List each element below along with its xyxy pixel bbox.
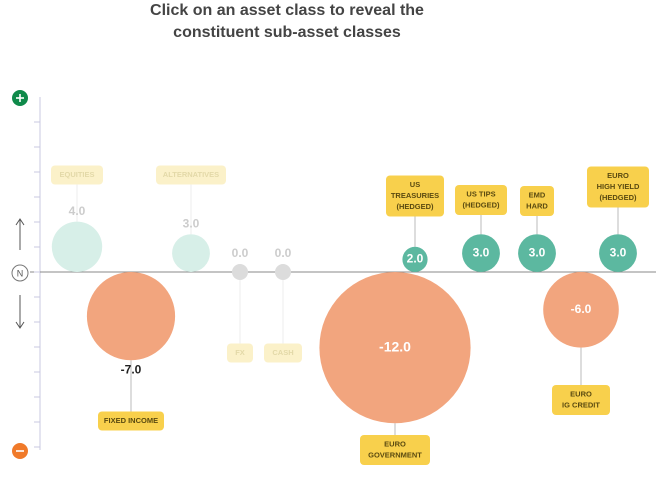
tag xyxy=(552,385,610,415)
tag-label: FIXED INCOME xyxy=(104,416,158,425)
up-arrow xyxy=(15,218,25,250)
title-line: Click on an asset class to reveal the xyxy=(150,2,424,19)
bubble[interactable] xyxy=(275,264,291,280)
tag[interactable] xyxy=(264,343,302,363)
tag-label: US xyxy=(410,180,420,189)
tag-label: US TIPS xyxy=(466,189,495,198)
tag-label: (HEDGED) xyxy=(599,193,637,202)
tag-label: EURO xyxy=(570,389,592,398)
tag[interactable] xyxy=(156,165,226,185)
value-label: 3.0 xyxy=(473,245,490,259)
tag xyxy=(455,185,507,215)
tag xyxy=(386,175,444,217)
bubble xyxy=(543,272,619,348)
down-arrow xyxy=(15,295,25,329)
tag-label: FX xyxy=(235,348,245,357)
bubble xyxy=(402,246,428,272)
bubble[interactable] xyxy=(172,234,210,272)
tag-label: ALTERNATIVES xyxy=(163,170,219,179)
tag-label: EURO xyxy=(384,439,406,448)
bubble xyxy=(599,234,637,272)
tag[interactable] xyxy=(227,343,253,363)
value-label: -7.0 xyxy=(121,362,142,376)
tag-label: EMD xyxy=(529,190,546,199)
value-label: 0.0 xyxy=(275,246,292,260)
bubble xyxy=(518,234,556,272)
tag-label: EURO xyxy=(607,171,629,180)
value-label: 2.0 xyxy=(407,252,424,266)
title-line: constituent sub-asset classes xyxy=(173,24,401,41)
value-label: -12.0 xyxy=(379,338,411,354)
bubble xyxy=(462,234,500,272)
tag-label: (HEDGED) xyxy=(462,200,500,209)
tag-label: EQUITIES xyxy=(59,170,94,179)
bubble[interactable] xyxy=(232,264,248,280)
tag-label: GOVERNMENT xyxy=(368,450,422,459)
value-label: -6.0 xyxy=(571,302,592,316)
tag xyxy=(587,166,649,208)
tag xyxy=(520,186,554,216)
tag[interactable] xyxy=(51,165,103,185)
tag-label: CASH xyxy=(272,348,293,357)
tag xyxy=(360,435,430,465)
value-label: 3.0 xyxy=(610,245,627,259)
tag-label: IG CREDIT xyxy=(562,400,600,409)
value-label: 3.0 xyxy=(529,245,546,259)
bubble xyxy=(319,272,471,424)
tag[interactable] xyxy=(98,411,164,431)
tag-label: (HEDGED) xyxy=(396,202,434,211)
bubble[interactable] xyxy=(86,272,176,361)
value-label: 3.0 xyxy=(183,216,200,230)
bubble[interactable] xyxy=(51,221,103,272)
value-label: 4.0 xyxy=(69,204,86,218)
value-label: 0.0 xyxy=(232,246,249,260)
tag-label: HIGH YIELD xyxy=(597,182,640,191)
neutral-label: N xyxy=(17,268,24,278)
plus-icon xyxy=(12,90,28,106)
tag-label: HARD xyxy=(526,201,548,210)
tag-label: TREASURIES xyxy=(391,191,439,200)
neutral-marker xyxy=(11,264,29,282)
minus-icon xyxy=(12,443,28,459)
